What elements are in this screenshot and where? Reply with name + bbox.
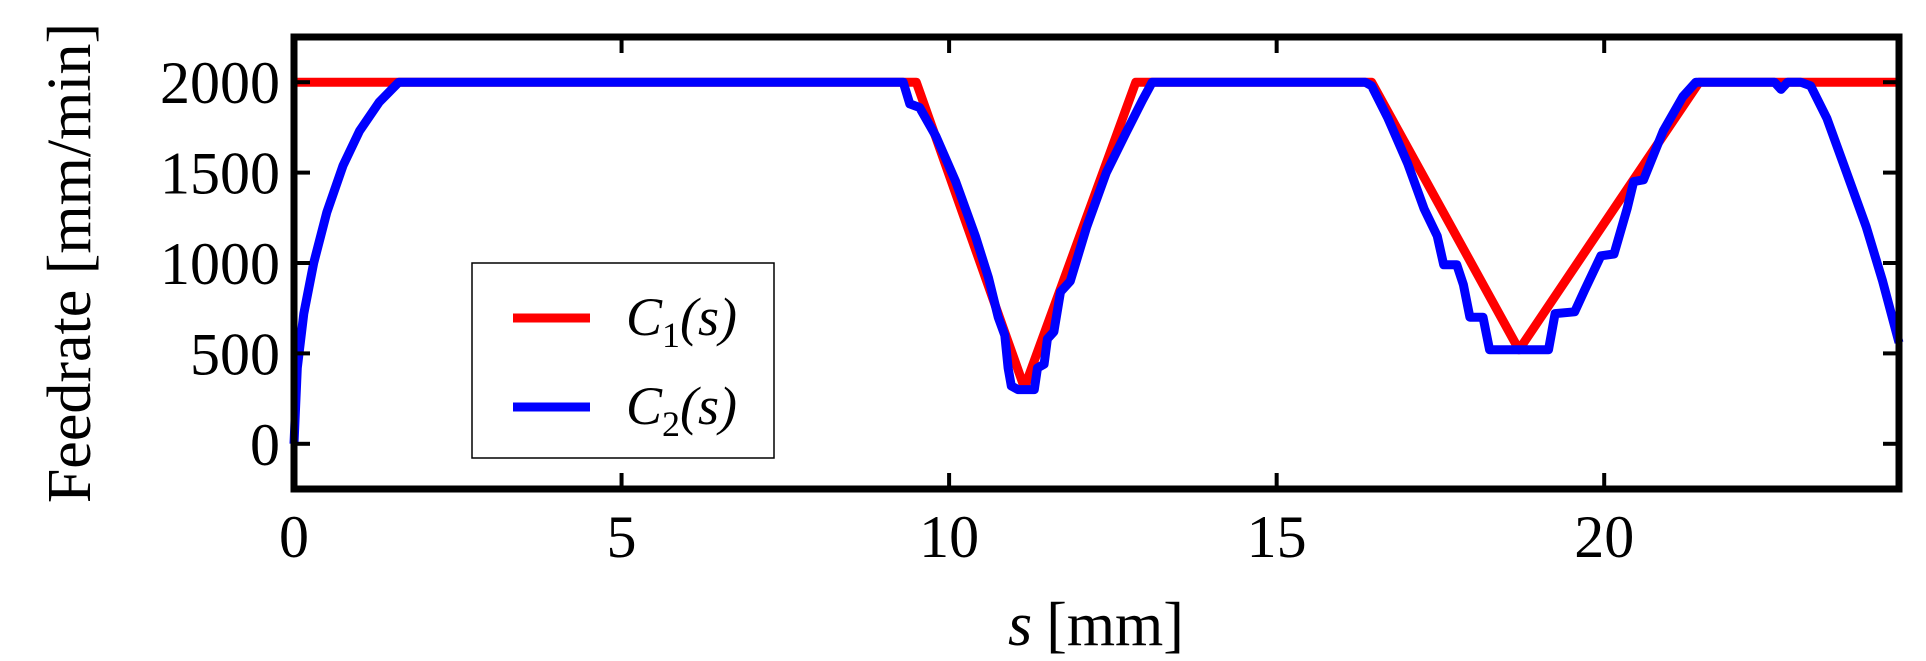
y-tick-label: 1000 [160,231,280,297]
y-tick-label: 500 [190,321,280,387]
series-layer [289,77,1904,444]
legend: C1(s) C2(s) [471,262,775,459]
x-tick-label: 15 [1247,504,1307,570]
plot-frame [290,33,1903,493]
x-axis-label: s [mm] [1008,591,1184,659]
y-tick-label: 1500 [160,141,280,207]
x-tick-label: 20 [1574,504,1634,570]
y-tick-label: 0 [250,412,280,478]
x-tick-label: 5 [607,504,637,570]
y-tick-label: 2000 [160,50,280,116]
legend-box [471,262,775,459]
ticks-layer: 0 5 10 15 20 0 500 1000 1500 2000 [160,37,1899,570]
x-tick-label: 10 [919,504,979,570]
y-axis-label: Feedrate [mm/min] [36,23,104,503]
series-line-c2 [289,77,1904,444]
x-axis-variable: s [1008,591,1032,659]
legend-label-c2: C2(s) [626,376,737,444]
legend-label-c1: C1(s) [626,287,737,355]
x-tick-label: 0 [279,504,309,570]
x-axis-unit: [mm] [1046,591,1184,659]
